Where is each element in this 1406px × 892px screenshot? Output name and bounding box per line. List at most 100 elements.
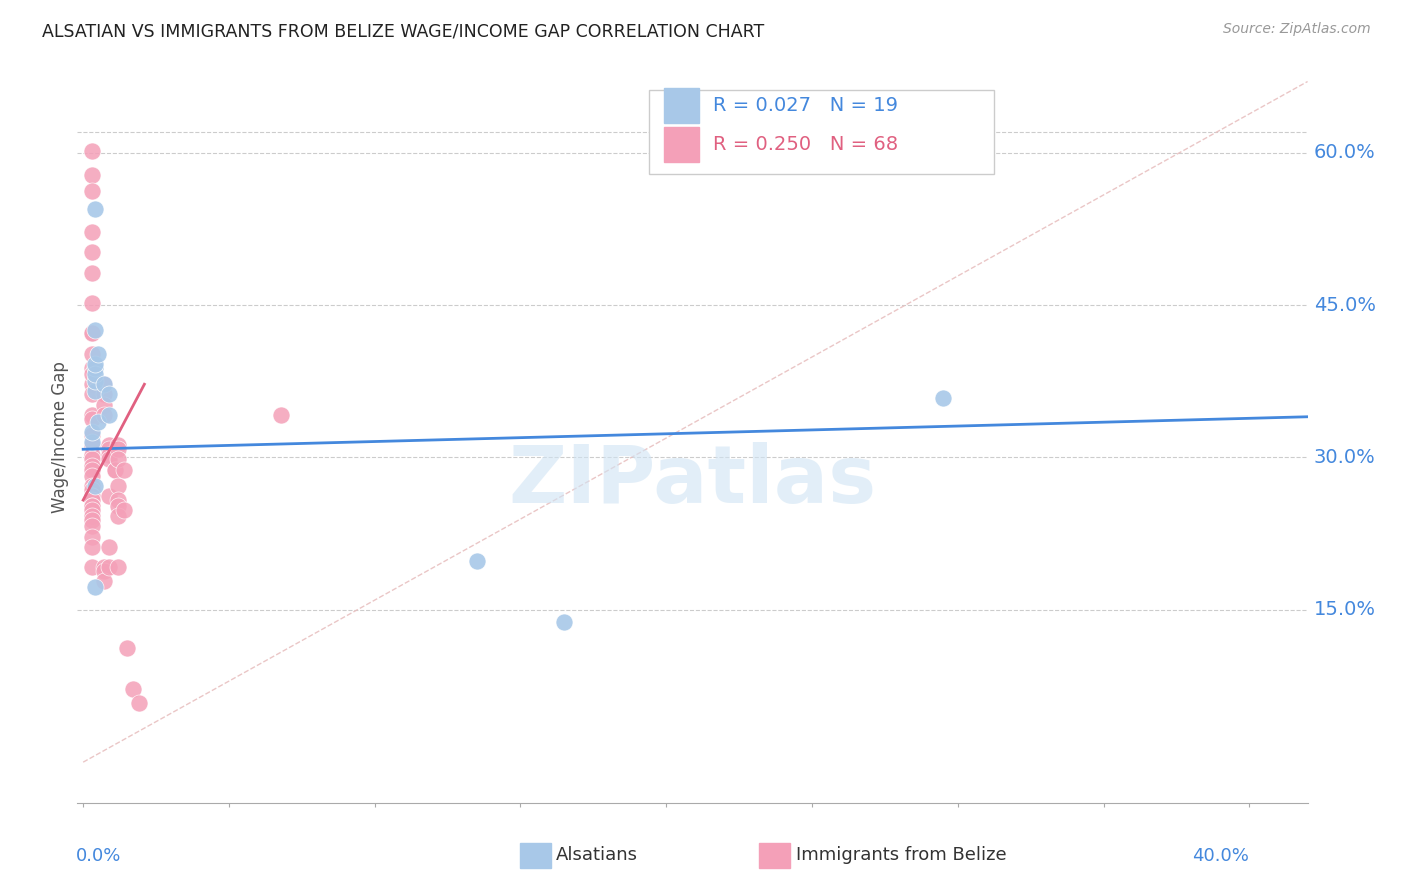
Point (112, 462, 135, 476)
Point (98, 560, 121, 574)
Text: Alsatians: Alsatians (555, 847, 637, 864)
Point (553, 615, 575, 629)
Point (93, 560, 115, 574)
Point (93, 564, 115, 578)
Point (107, 560, 129, 574)
Point (80, 493, 103, 508)
Point (112, 503, 135, 517)
Text: Source: ZipAtlas.com: Source: ZipAtlas.com (1223, 22, 1371, 37)
Point (107, 438, 129, 452)
Point (80, 296, 103, 310)
Point (98, 449, 121, 463)
Point (115, 641, 138, 656)
Point (80, 513, 103, 527)
Point (80, 462, 103, 476)
Text: Immigrants from Belize: Immigrants from Belize (796, 847, 1007, 864)
Point (80, 184, 103, 198)
Point (93, 398, 115, 412)
Point (98, 438, 121, 452)
Point (80, 468, 103, 483)
Y-axis label: Wage/Income Gap: Wage/Income Gap (51, 361, 69, 513)
Point (80, 479, 103, 493)
Point (80, 387, 103, 401)
Bar (664, 88, 699, 123)
Point (80, 225, 103, 239)
Point (107, 442, 129, 457)
Point (87, 347, 110, 361)
Point (80, 489, 103, 503)
Point (270, 408, 292, 422)
Point (80, 361, 103, 376)
Point (80, 560, 103, 574)
Point (83, 384, 105, 399)
FancyBboxPatch shape (650, 90, 994, 174)
Point (80, 408, 103, 422)
Point (80, 530, 103, 544)
Text: R = 0.250   N = 68: R = 0.250 N = 68 (713, 135, 898, 154)
Point (80, 458, 103, 473)
Point (98, 540, 121, 554)
Text: 60.0%: 60.0% (1313, 143, 1375, 162)
Text: 40.0%: 40.0% (1192, 847, 1249, 864)
Point (121, 681, 143, 696)
Point (80, 503, 103, 517)
Point (104, 462, 127, 476)
Point (80, 452, 103, 467)
Point (80, 499, 103, 513)
Point (93, 377, 115, 392)
Point (93, 574, 115, 589)
Point (80, 428, 103, 442)
Point (107, 479, 129, 493)
Point (80, 347, 103, 361)
Point (98, 489, 121, 503)
Point (80, 483, 103, 497)
Text: 0.0%: 0.0% (76, 847, 121, 864)
Point (80, 540, 103, 554)
Text: 30.0%: 30.0% (1313, 448, 1375, 467)
Point (83, 581, 105, 595)
Point (93, 408, 115, 422)
Text: ALSATIAN VS IMMIGRANTS FROM BELIZE WAGE/INCOME GAP CORRELATION CHART: ALSATIAN VS IMMIGRANTS FROM BELIZE WAGE/… (42, 22, 765, 40)
Text: 15.0%: 15.0% (1313, 600, 1375, 619)
Point (80, 425, 103, 439)
Point (80, 438, 103, 452)
Point (80, 489, 103, 503)
Point (80, 168, 103, 182)
Point (80, 499, 103, 513)
Point (128, 696, 150, 710)
Point (98, 408, 121, 422)
Text: ZIPatlas: ZIPatlas (509, 442, 876, 520)
Point (83, 357, 105, 371)
Point (83, 479, 105, 493)
Point (80, 367, 103, 381)
Point (107, 509, 129, 524)
Point (98, 387, 121, 401)
Point (80, 245, 103, 260)
Point (80, 509, 103, 524)
Point (83, 323, 105, 337)
Point (80, 144, 103, 158)
Point (83, 367, 105, 381)
Point (83, 361, 105, 376)
Point (465, 554, 488, 568)
Point (80, 377, 103, 392)
Point (80, 412, 103, 426)
Bar (664, 127, 699, 162)
Point (107, 499, 129, 513)
Point (80, 326, 103, 341)
Point (80, 435, 103, 450)
Point (83, 374, 105, 388)
Point (932, 392, 955, 406)
Point (104, 462, 127, 476)
Point (107, 452, 129, 467)
Point (87, 415, 110, 429)
Text: R = 0.027   N = 19: R = 0.027 N = 19 (713, 96, 898, 115)
Point (93, 387, 115, 401)
Point (80, 266, 103, 280)
Point (98, 452, 121, 467)
Point (80, 438, 103, 452)
Point (80, 519, 103, 533)
Point (98, 442, 121, 457)
Point (80, 326, 103, 341)
Point (107, 493, 129, 508)
